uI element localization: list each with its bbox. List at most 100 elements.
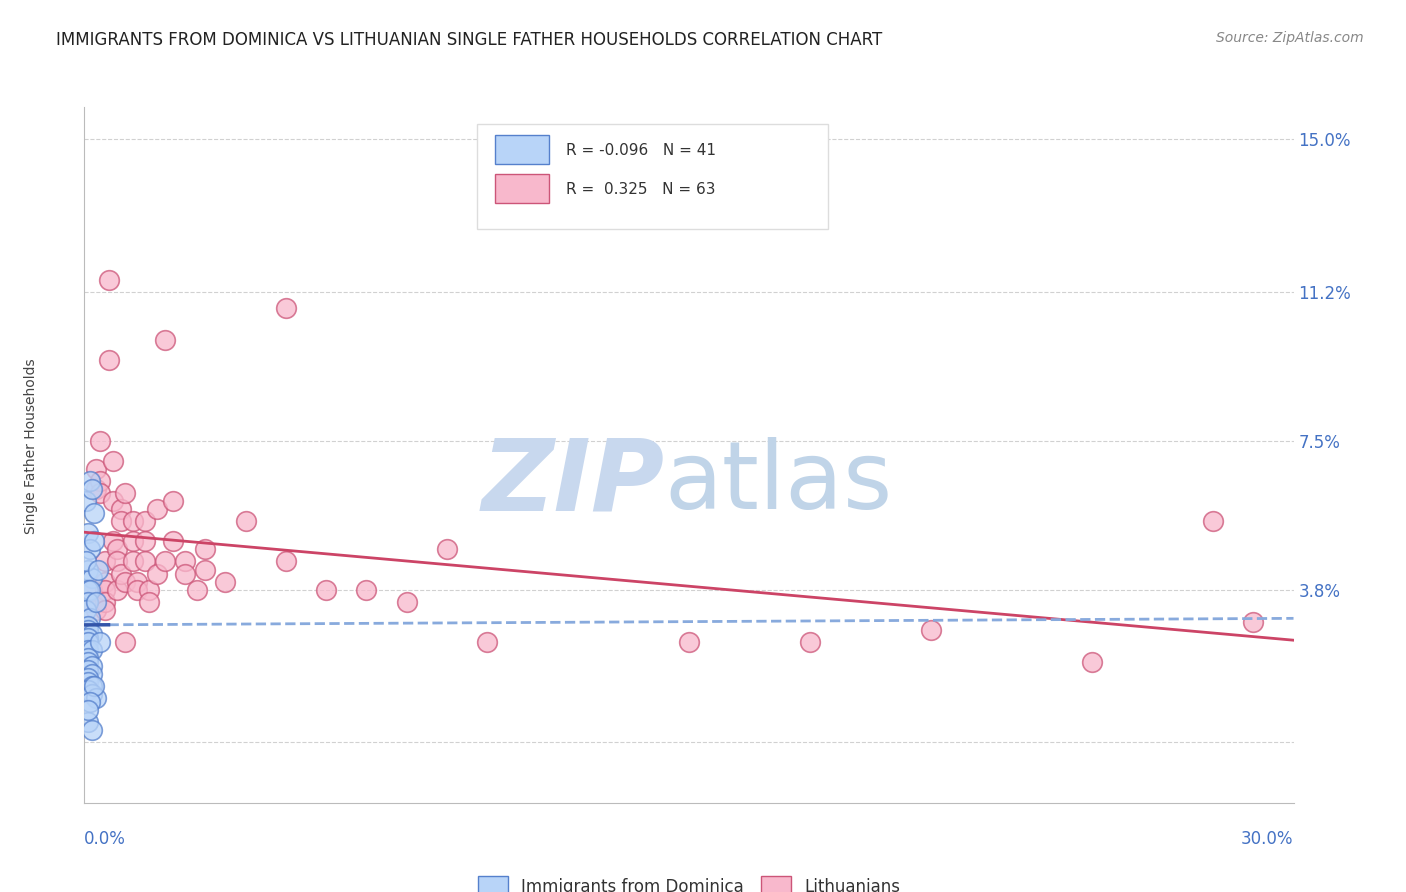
Point <box>274 301 297 315</box>
Point <box>83 506 105 520</box>
Point <box>174 554 197 568</box>
Point <box>93 603 115 617</box>
Text: atlas: atlas <box>665 437 893 529</box>
Point <box>89 486 111 500</box>
Point <box>75 494 97 508</box>
Point <box>82 667 104 681</box>
Point <box>134 534 156 549</box>
Point <box>97 353 120 368</box>
Point <box>920 623 942 637</box>
Point <box>110 514 132 528</box>
Text: 30.0%: 30.0% <box>1241 830 1294 847</box>
FancyBboxPatch shape <box>495 135 548 164</box>
Point <box>86 595 108 609</box>
Point <box>125 574 148 589</box>
Point <box>134 554 156 568</box>
Point <box>89 635 111 649</box>
Point <box>75 554 97 568</box>
Point <box>86 482 108 496</box>
Text: Source: ZipAtlas.com: Source: ZipAtlas.com <box>1216 31 1364 45</box>
Point <box>77 619 100 633</box>
Point <box>121 514 143 528</box>
Point <box>83 679 105 693</box>
Point <box>77 562 100 576</box>
Point <box>77 683 100 698</box>
Text: 0.0%: 0.0% <box>84 830 127 847</box>
Point <box>477 635 499 649</box>
Point <box>77 643 100 657</box>
Point <box>138 582 160 597</box>
Point <box>356 582 378 597</box>
Text: Single Father Households: Single Father Households <box>24 359 38 533</box>
Text: R = -0.096   N = 41: R = -0.096 N = 41 <box>565 143 716 158</box>
Point <box>186 582 208 597</box>
Point <box>77 671 100 685</box>
Point <box>105 554 128 568</box>
Point <box>121 554 143 568</box>
Point <box>82 482 104 496</box>
Point <box>114 486 136 500</box>
Point <box>105 542 128 557</box>
Point <box>77 526 100 541</box>
Point <box>89 434 111 448</box>
Point <box>87 562 110 576</box>
Point <box>86 603 108 617</box>
Point <box>1202 514 1225 528</box>
Point <box>138 595 160 609</box>
Point <box>105 582 128 597</box>
Point <box>89 474 111 488</box>
Point <box>214 574 236 589</box>
Point <box>79 695 101 709</box>
Point <box>77 655 100 669</box>
FancyBboxPatch shape <box>495 174 548 203</box>
Point <box>82 595 104 609</box>
Point <box>79 611 101 625</box>
Point <box>79 582 101 597</box>
Point <box>79 542 101 557</box>
Point <box>153 334 176 348</box>
Point <box>77 582 100 597</box>
Point <box>162 494 184 508</box>
Point <box>146 566 169 581</box>
Point <box>93 595 115 609</box>
Point <box>194 542 217 557</box>
Point <box>1241 615 1264 629</box>
FancyBboxPatch shape <box>478 124 828 229</box>
Point <box>82 582 104 597</box>
Point <box>82 723 104 738</box>
Point <box>82 643 104 657</box>
Point <box>799 635 821 649</box>
Point <box>395 595 418 609</box>
Point <box>77 651 100 665</box>
Point <box>125 582 148 597</box>
Point <box>153 554 176 568</box>
Point <box>77 663 100 677</box>
Point <box>101 494 124 508</box>
Point <box>79 474 101 488</box>
Text: R =  0.325   N = 63: R = 0.325 N = 63 <box>565 182 716 196</box>
Point <box>77 623 100 637</box>
Point <box>114 574 136 589</box>
Point <box>678 635 700 649</box>
Point <box>174 566 197 581</box>
Point <box>93 574 115 589</box>
Point <box>101 534 124 549</box>
Text: IMMIGRANTS FROM DOMINICA VS LITHUANIAN SINGLE FATHER HOUSEHOLDS CORRELATION CHAR: IMMIGRANTS FROM DOMINICA VS LITHUANIAN S… <box>56 31 883 49</box>
Point <box>114 635 136 649</box>
Legend: Immigrants from Dominica, Lithuanians: Immigrants from Dominica, Lithuanians <box>471 870 907 892</box>
Point <box>146 502 169 516</box>
Point <box>77 631 100 645</box>
Point <box>93 554 115 568</box>
Point <box>83 534 105 549</box>
Point <box>77 595 100 609</box>
Point <box>77 675 100 690</box>
Point <box>82 571 104 585</box>
Point <box>1081 655 1104 669</box>
Point <box>235 514 257 528</box>
Point <box>110 566 132 581</box>
Point <box>162 534 184 549</box>
Point <box>134 514 156 528</box>
Point <box>77 715 100 730</box>
Point <box>77 635 100 649</box>
Point <box>315 582 337 597</box>
